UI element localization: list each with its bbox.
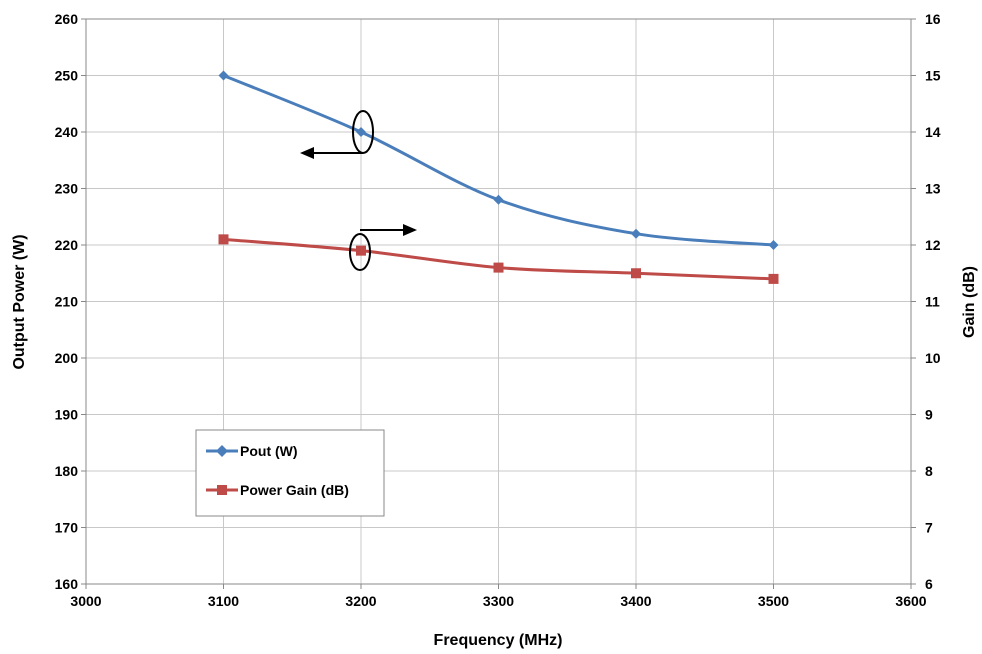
left-arrow-head-icon: [300, 147, 314, 159]
pout-axis-indicator: [300, 110, 374, 159]
data-point: [631, 268, 641, 279]
y2-tick-label: 13: [925, 181, 941, 197]
y2-axis-title: Gain (dB): [961, 266, 978, 338]
x-tick-label: 3400: [620, 593, 651, 609]
square-marker-icon: [217, 485, 227, 495]
diamond-marker-icon: [216, 445, 228, 457]
y-tick-label: 160: [55, 576, 79, 592]
y-axis-title: Output Power (W): [11, 234, 28, 369]
y-tick-label: 220: [55, 237, 79, 253]
y2-tick-label: 15: [925, 68, 941, 84]
series-pout: [218, 70, 779, 250]
y2-tick-label: 14: [925, 124, 941, 140]
legend-item-pout: Pout (W): [206, 443, 298, 459]
y2-tick-label: 9: [925, 407, 933, 423]
y-tick-label: 180: [55, 463, 79, 479]
x-tick-label: 3000: [70, 593, 101, 609]
x-tick-label: 3100: [208, 593, 239, 609]
y-tick-label: 210: [55, 294, 79, 310]
data-point: [493, 262, 504, 273]
data-point: [768, 240, 779, 250]
data-point: [493, 194, 504, 205]
data-point: [631, 228, 641, 239]
y-tick-label: 190: [55, 407, 79, 423]
y-tick-label: 260: [55, 11, 79, 27]
gain-circle-annotation: [349, 233, 371, 271]
data-point: [356, 127, 366, 137]
y-tick-label: 200: [55, 350, 79, 366]
data-point: [218, 70, 229, 81]
y-tick-label: 240: [55, 124, 79, 140]
legend-label-gain: Power Gain (dB): [240, 482, 349, 498]
legend-item-gain: Power Gain (dB): [206, 482, 349, 498]
y2-tick-label: 8: [925, 463, 933, 479]
y2-tick-label: 6: [925, 576, 933, 592]
gain-axis-indicator: [349, 224, 417, 271]
legend: Pout (W) Power Gain (dB): [195, 429, 385, 517]
right-arrow-head-icon: [403, 224, 417, 236]
series-power-gain: [218, 234, 779, 284]
y-tick-label: 230: [55, 181, 79, 197]
legend-box: [195, 429, 385, 517]
x-tick-label: 3300: [483, 593, 514, 609]
data-point: [768, 273, 779, 284]
x-axis-title: Frequency (MHz): [434, 632, 563, 649]
y2-tick-label: 12: [925, 237, 941, 253]
data-point: [356, 245, 366, 256]
y2-tick-label: 10: [925, 350, 941, 366]
y-tick-label: 170: [55, 520, 79, 536]
y-tick-label: 250: [55, 68, 79, 84]
y2-tick-label: 7: [925, 520, 933, 536]
data-point: [218, 234, 229, 245]
legend-label-pout: Pout (W): [240, 443, 298, 459]
x-tick-label: 3600: [895, 593, 926, 609]
y2-tick-label: 16: [925, 11, 941, 27]
x-tick-label: 3200: [345, 593, 376, 609]
y2-tick-label: 11: [925, 294, 940, 310]
x-tick-label: 3500: [758, 593, 789, 609]
